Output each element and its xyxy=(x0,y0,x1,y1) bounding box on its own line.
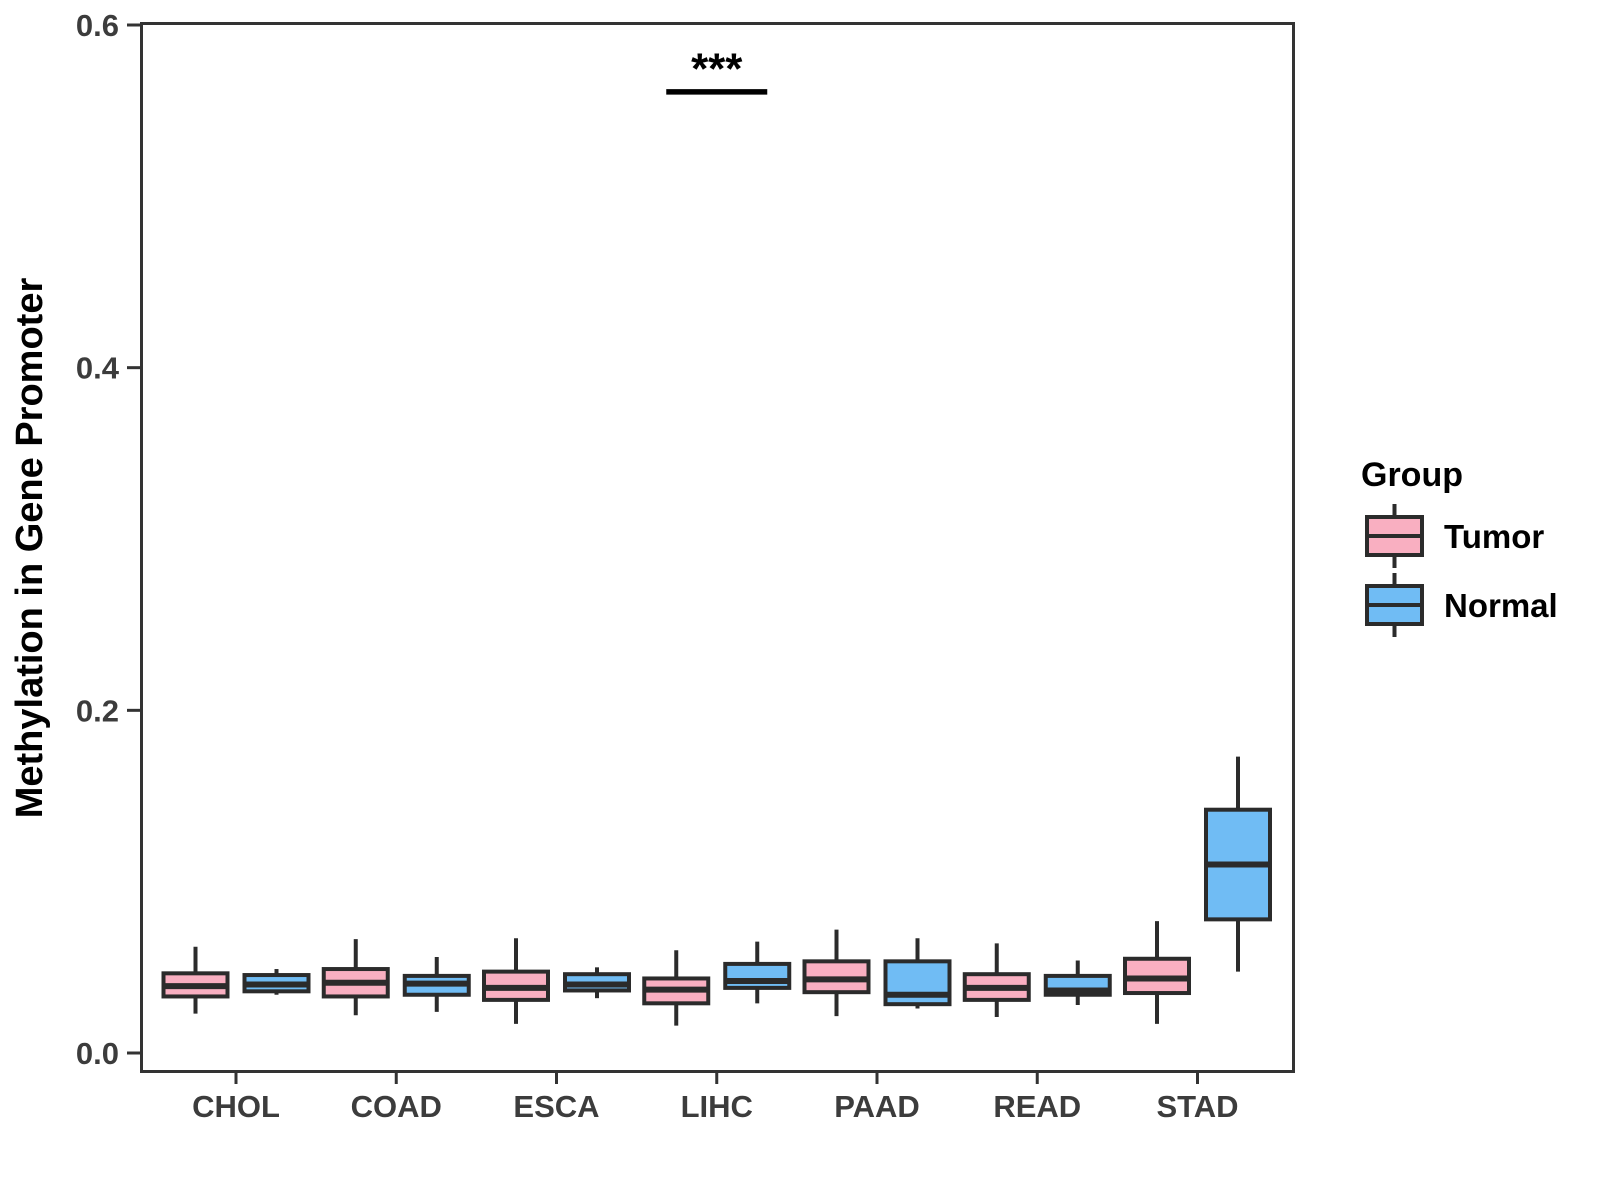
x-axis-label-read: READ xyxy=(993,1089,1081,1124)
legend-title: Group xyxy=(1361,456,1463,494)
x-axis-label-stad: STAD xyxy=(1156,1089,1238,1124)
plot-panel xyxy=(140,22,1295,1073)
y-axis-title: Methylation in Gene Promoter xyxy=(9,278,51,819)
legend-label-normal: Normal xyxy=(1444,587,1558,624)
legend-label-tumor: Tumor xyxy=(1444,518,1544,555)
x-axis-label-chol: CHOL xyxy=(192,1089,280,1124)
x-axis-label-coad: COAD xyxy=(351,1089,442,1124)
y-axis-tick-label: 0.0 xyxy=(76,1036,119,1071)
x-axis-label-lihc: LIHC xyxy=(681,1089,753,1124)
y-axis-tick-label: 0.2 xyxy=(76,693,119,728)
y-axis-tick-label: 0.6 xyxy=(76,8,119,43)
y-axis-tick-label: 0.4 xyxy=(76,351,120,386)
box-normal-lihc xyxy=(723,961,792,990)
x-axis-label-paad: PAAD xyxy=(834,1089,920,1124)
legend: Group Tumor Normal xyxy=(1361,456,1558,637)
significance-stars: *** xyxy=(691,44,743,93)
x-axis-label-esca: ESCA xyxy=(513,1089,599,1124)
